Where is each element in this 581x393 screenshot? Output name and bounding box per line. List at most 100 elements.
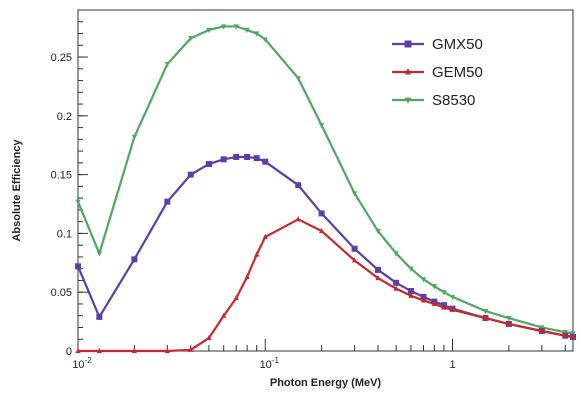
series-line-gmx50 [76,155,574,338]
data-point-s8530 [221,24,227,30]
data-point-gmx50 [393,279,400,286]
data-point-gem50 [482,314,489,321]
data-point-s8530 [96,251,102,257]
legend-swatch-marker-gmx50 [404,40,412,48]
data-point-gem50 [188,346,194,352]
data-point-gmx50 [262,158,269,165]
series-gmx50 [75,153,576,340]
data-point-gem50 [506,320,512,327]
y-tick-label: 0 [66,346,72,358]
legend-label-gem50: GEM50 [432,64,483,81]
data-point-gem50 [75,347,81,354]
data-point-gmx50 [318,210,325,217]
data-point-gem50 [562,332,568,338]
data-point-gmx50 [295,182,302,189]
data-point-s8530 [506,315,512,322]
plot-border [77,9,574,352]
y-axis: 0 0.05 0.1 0.15 0.2 0.25 [51,9,88,358]
data-point-gem50 [441,304,447,310]
data-point-s8530 [295,76,301,82]
data-point-gmx50 [75,263,81,270]
legend-swatch-marker-s8530 [404,97,412,104]
data-point-s8530 [131,134,137,141]
data-point-gmx50 [244,153,251,160]
data-point-s8530 [420,277,427,283]
x-tick-label: 10-2 [72,356,92,371]
series-line-gem50 [78,218,574,353]
data-point-s8530 [375,228,381,235]
data-point-gem50 [375,274,381,281]
y-tick-label: 0.25 [51,52,72,64]
data-point-s8530 [393,251,399,257]
y-tick-label: 0.1 [57,228,72,240]
data-point-s8530 [449,294,456,301]
data-point-gem50 [254,251,260,257]
data-point-gmx50 [233,153,240,160]
data-point-gmx50 [220,156,227,163]
series-layer [75,24,576,354]
data-point-gem50 [131,347,137,354]
data-point-s8530 [482,308,489,315]
data-point-gmx50 [187,171,194,178]
legend-label-gmx50: GMX50 [432,36,483,53]
data-point-s8530 [233,24,239,30]
data-point-s8530 [319,123,325,129]
data-point-gmx50 [351,245,358,252]
y-tick-label: 0.15 [51,170,72,182]
data-point-gem50 [449,306,456,312]
legend-item-gem50: GEM50 [392,64,483,81]
x-axis: 10-2 10-1 1 [72,339,566,371]
plot-frame [77,9,574,352]
y-tick-label: 0.05 [51,287,72,299]
legend-swatch-marker-gem50 [404,68,412,75]
data-point-gem50 [244,273,250,280]
data-point-s8530 [408,266,414,272]
legend-item-s8530: S8530 [392,92,475,109]
series-line-s8530 [76,25,574,335]
data-point-s8530 [441,290,447,296]
legend-label-s8530: S8530 [432,92,475,109]
data-point-gmx50 [253,155,260,162]
x-axis-title: Photon Energy (MeV) [270,377,382,389]
data-point-s8530 [351,191,358,197]
data-point-gem50 [96,347,102,354]
data-point-gem50 [233,294,239,301]
x-tick-label: 1 [449,359,455,371]
data-point-s8530 [431,284,437,290]
data-point-gmx50 [205,161,212,168]
legend: GMX50 GEM50 S8530 [392,36,483,109]
data-point-gmx50 [131,256,138,263]
data-point-gem50 [221,312,227,318]
data-point-gmx50 [164,198,171,205]
data-point-gmx50 [96,313,103,320]
data-point-s8530 [244,27,250,34]
data-point-s8530 [206,27,212,34]
data-point-gem50 [164,347,170,354]
data-point-gem50 [420,297,427,303]
data-point-gem50 [351,257,358,263]
data-point-s8530 [262,37,268,43]
data-point-s8530 [254,31,260,37]
x-tick-label: 10-1 [260,356,280,371]
y-axis-title: Absolute Efficiency [11,139,23,242]
data-point-gmx50 [420,293,427,300]
data-point-s8530 [75,199,81,205]
data-point-gem50 [206,334,212,341]
data-point-gem50 [539,327,545,334]
data-point-s8530 [164,62,170,68]
data-point-gem50 [319,227,325,234]
data-point-gem50 [262,233,268,240]
data-point-gem50 [408,292,414,298]
data-point-gmx50 [407,288,414,295]
series-gem50 [75,216,576,354]
data-point-gem50 [295,216,301,222]
legend-item-gmx50: GMX50 [392,36,483,53]
y-tick-label: 0.2 [57,111,72,123]
data-point-s8530 [188,36,194,42]
data-point-gem50 [431,300,437,307]
series-s8530 [75,24,576,337]
data-point-gmx50 [374,266,381,273]
data-point-gem50 [393,285,399,291]
data-point-gem50 [570,333,576,339]
